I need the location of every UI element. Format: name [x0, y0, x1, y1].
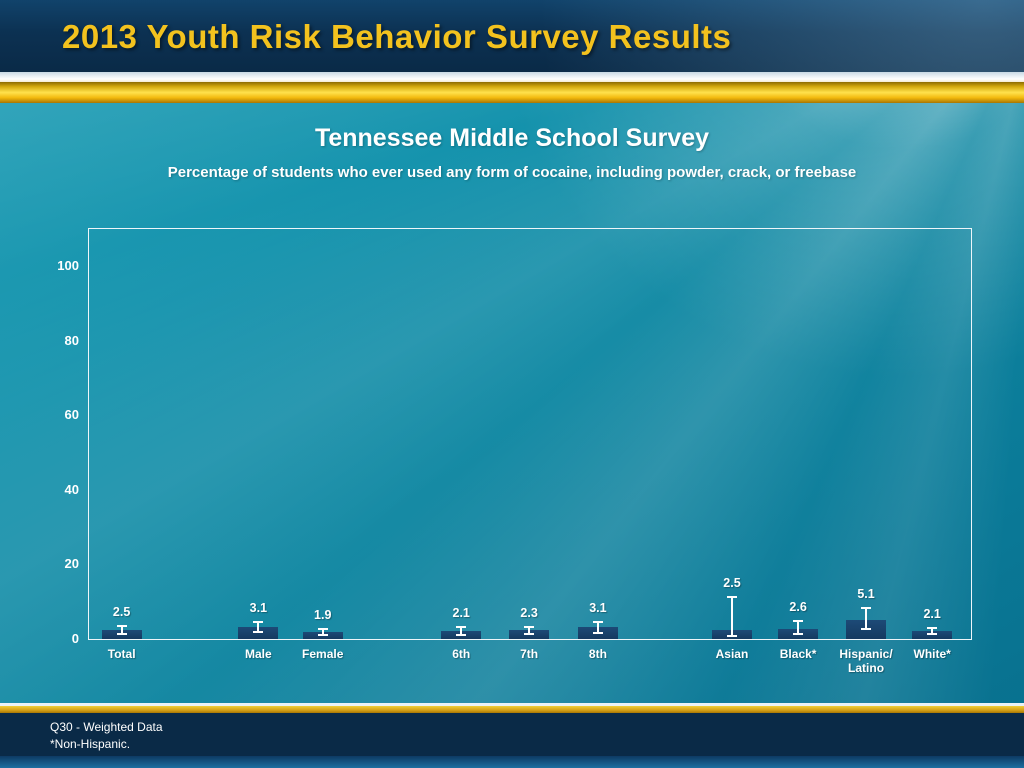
value-label: 2.1 — [923, 607, 941, 622]
category-label: 6th — [452, 647, 471, 661]
y-axis-tick-label: 80 — [64, 332, 79, 348]
footer-blue-stripe — [0, 756, 1024, 768]
category-label: Female — [302, 647, 344, 661]
category-label: Total — [107, 647, 136, 661]
error-bar — [793, 619, 804, 636]
value-label: 2.5 — [112, 604, 131, 619]
y-axis-tick-label: 20 — [64, 556, 79, 572]
category-label: Hispanic/ Latino — [839, 647, 893, 675]
error-bar — [592, 621, 603, 634]
category-label: 7th — [520, 647, 539, 661]
slide-header: 2013 Youth Risk Behavior Survey Results — [0, 0, 1024, 72]
error-bar — [861, 606, 872, 630]
footer-note-ethnicity: *Non-Hispanic. — [50, 737, 131, 751]
error-bar — [726, 596, 737, 637]
error-bar — [927, 627, 938, 635]
value-label: 2.5 — [723, 576, 741, 591]
value-label: 2.6 — [789, 599, 807, 614]
y-axis-tick-label: 0 — [71, 631, 79, 646]
category-label: Male — [245, 647, 272, 661]
error-bar — [524, 625, 535, 636]
y-axis-tick-label: 60 — [64, 407, 79, 423]
footer-notes: Q30 - Weighted Data *Non-Hispanic. — [0, 713, 1024, 756]
category-label: 8th — [588, 647, 607, 661]
category-label: Black* — [779, 647, 817, 661]
value-label: 1.9 — [314, 607, 332, 622]
category-label: Asian — [715, 647, 749, 661]
value-label: 3.1 — [249, 601, 268, 616]
slide-footer: Q30 - Weighted Data *Non-Hispanic. — [0, 703, 1024, 768]
value-label: 2.1 — [452, 606, 470, 621]
value-label: 2.3 — [520, 605, 538, 620]
bar — [912, 631, 953, 639]
header-title: 2013 Youth Risk Behavior Survey Results — [62, 18, 732, 55]
bar-chart-plot-area: 0 20 40 60 80 100 2.5 Total 3.1 Male 1.9 Female 2.1 6… — [57, 228, 972, 675]
value-label: 3.1 — [589, 601, 607, 616]
category-label: White* — [913, 647, 951, 661]
header-gold-stripe — [0, 82, 1024, 103]
chart-subtitle: Percentage of students who ever used any… — [167, 164, 857, 181]
header-white-stripe — [0, 72, 1024, 82]
footer-gold-stripe — [0, 706, 1024, 713]
y-axis-tick-label: 100 — [57, 258, 79, 274]
chart-title: Tennessee Middle School Survey — [314, 124, 710, 152]
footer-white-line — [0, 703, 1024, 706]
error-bar — [253, 621, 264, 634]
error-bar — [456, 626, 467, 636]
error-bar — [317, 627, 328, 636]
error-bar — [116, 624, 127, 635]
footer-note-question: Q30 - Weighted Data — [50, 720, 163, 734]
y-axis-tick-label: 40 — [64, 481, 79, 497]
value-label: 5.1 — [857, 586, 875, 601]
